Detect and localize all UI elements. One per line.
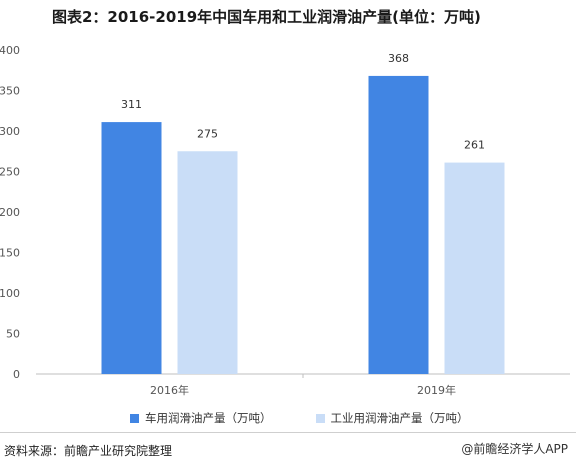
y-tick-label: 150 (0, 247, 20, 260)
data-label: 368 (388, 52, 409, 65)
footer-divider (0, 432, 576, 433)
legend-label-series-2: 工业用润滑油产量（万吨） (330, 411, 469, 425)
legend-item-series-2: 工业用润滑油产量（万吨） (315, 410, 469, 426)
bar-series-1 (368, 75, 429, 375)
legend-item-series-1: 车用润滑油产量（万吨） (130, 410, 272, 426)
x-tick-label: 2016年 (150, 383, 189, 397)
bar-series-1 (101, 122, 162, 374)
y-tick-label: 350 (0, 85, 20, 98)
data-label: 261 (464, 139, 485, 152)
y-tick-label: 400 (0, 44, 20, 57)
legend: 车用润滑油产量（万吨） 工业用润滑油产量（万吨） (130, 410, 469, 426)
y-tick-label: 300 (0, 125, 20, 138)
legend-label-series-1: 车用润滑油产量（万吨） (145, 411, 272, 425)
source-note: 资料来源：前瞻产业研究院整理 (4, 444, 173, 458)
bar-series-2 (444, 162, 505, 374)
legend-swatch-series-1 (130, 413, 139, 423)
bar-chart: 0 50 100 150 200 250 300 350 400 311 275 2016年 368 26… (0, 44, 570, 397)
bar-series-2 (177, 151, 238, 374)
y-tick-label: 50 (6, 328, 20, 341)
data-label: 275 (197, 127, 218, 140)
legend-swatch-series-2 (315, 413, 325, 423)
chart-title: 图表2：2016-2019年中国车用和工业润滑油产量(单位：万吨) (52, 8, 481, 26)
y-tick-label: 200 (0, 206, 20, 219)
y-tick-label: 100 (0, 287, 20, 300)
data-label: 311 (121, 98, 142, 111)
y-tick-label: 0 (13, 368, 20, 381)
watermark: @前瞻经济学人APP (461, 442, 568, 456)
y-tick-label: 250 (0, 166, 20, 179)
x-tick-label: 2019年 (417, 383, 456, 397)
